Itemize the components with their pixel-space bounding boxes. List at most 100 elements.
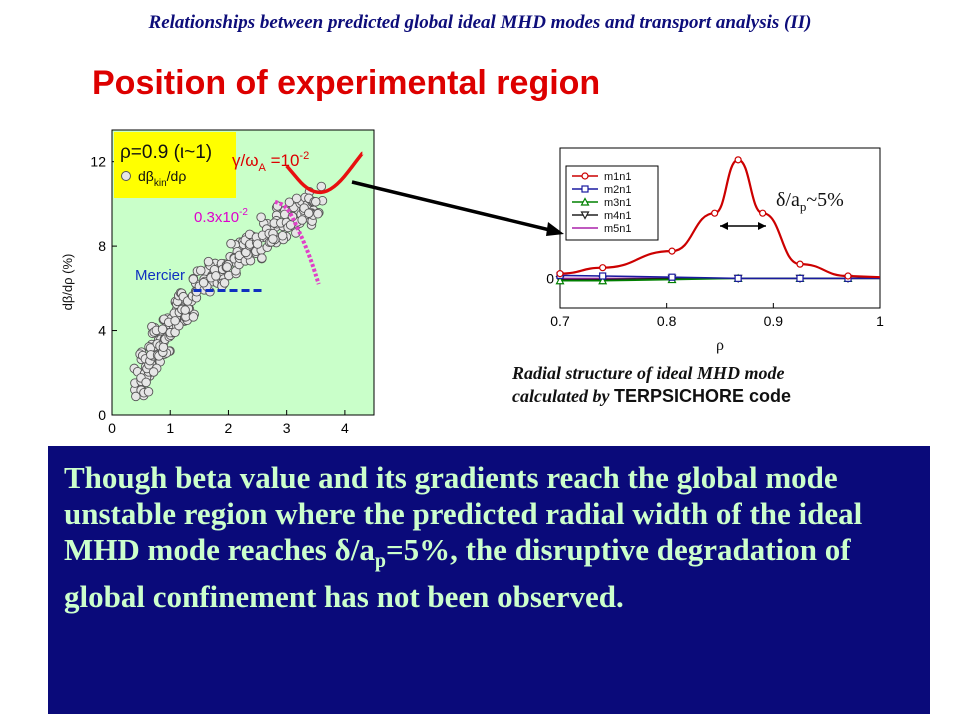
series-marker (734, 156, 742, 164)
legend-label-m4n1: m4n1 (604, 210, 632, 222)
right-x-tick-label: 1 (876, 313, 884, 329)
series-marker (668, 273, 676, 281)
scatter-point (170, 316, 180, 326)
right-chart-ticks: 0.7 0.8 0.9 1 0 (546, 270, 884, 329)
left-y-tick-label: 12 (90, 154, 106, 170)
caption-prefix: calculated by (512, 386, 614, 406)
scatter-point (158, 342, 169, 352)
scatter-point (252, 239, 263, 249)
scatter-point (211, 271, 221, 281)
scatter-point (222, 262, 232, 272)
scatter-point (285, 220, 296, 230)
right-x-tick-label: 0.8 (657, 313, 677, 329)
scatter-point (257, 253, 267, 263)
width-arrow-head-right (758, 222, 766, 230)
legend-marker (121, 171, 131, 181)
left-x-tick-label: 4 (341, 420, 349, 436)
left-y-tick-label: 4 (98, 323, 106, 339)
scatter-point (143, 386, 154, 397)
right-x-tick-label: 0.7 (550, 313, 570, 329)
connector-arrow-head (546, 222, 564, 236)
scatter-point (131, 391, 141, 402)
scatter-point (226, 238, 236, 249)
series-marker (555, 275, 565, 285)
scatter-point (219, 278, 230, 288)
legend-label-m3n1: m3n1 (604, 197, 632, 209)
scatter-point (284, 197, 295, 208)
scatter-point (196, 265, 206, 276)
left-x-tick-label: 0 (108, 420, 116, 436)
scatter-point (188, 312, 199, 322)
caption-line-1: Radial structure of ideal MHD mode (512, 363, 785, 383)
width-annotation: δ/ap~5% (776, 189, 844, 214)
scatter-point (297, 215, 307, 225)
scatter-point (180, 305, 190, 315)
series-marker (711, 209, 719, 217)
slide-header: Relationships between predicted global i… (148, 12, 812, 33)
scatter-point (141, 377, 151, 388)
series-line-m1n1 (559, 158, 881, 279)
left-y-tick-label: 0 (98, 407, 106, 423)
series-marker (599, 272, 607, 280)
right-y-tick-label: 0 (546, 270, 554, 286)
caption-code-name: TERPSICHORE code (613, 386, 792, 406)
series-marker (556, 270, 564, 278)
right-chart-series (555, 156, 881, 285)
left-x-tick-label: 3 (283, 420, 291, 436)
growth-rate-label: γ/ωA =10-2 (232, 150, 309, 174)
conclusion-box: Though beta value and its gradients reac… (48, 446, 930, 714)
left-chart-scatter-points (129, 181, 328, 402)
growth-rate-curve (285, 152, 364, 195)
scatter-point (277, 231, 288, 241)
scatter-point (198, 278, 209, 288)
scatter-point (203, 256, 214, 267)
right-x-axis-label: ρ (716, 337, 724, 354)
conclusion-text: Though beta value and its gradients reac… (64, 460, 863, 615)
scatter-point (313, 208, 323, 219)
width-arrow-head-left (720, 222, 728, 230)
series-marker (599, 264, 607, 272)
series-marker (581, 172, 589, 180)
series-marker (796, 260, 804, 268)
legend-series-label: dβkin/dρ (138, 168, 186, 189)
series-marker (668, 247, 676, 255)
series-marker (844, 272, 852, 280)
left-x-tick-label: 2 (225, 420, 233, 436)
left-legend-box (114, 132, 236, 198)
figure-caption: Radial structure of ideal MHD mode calcu… (512, 362, 791, 408)
left-y-tick-label: 8 (98, 238, 106, 254)
connector-arrow (351, 180, 559, 234)
scatter-point (256, 212, 266, 223)
pink-threshold-curve (274, 199, 321, 285)
series-marker (734, 274, 742, 282)
scatter-point (311, 197, 321, 207)
scatter-point (148, 367, 159, 377)
legend-label-m2n1: m2n1 (604, 184, 632, 196)
series-marker (581, 185, 589, 193)
series-marker (580, 211, 590, 220)
scatter-point (304, 208, 314, 218)
legend-rho-label: ρ=0.9 (ι~1) (120, 142, 212, 163)
scatter-point (316, 181, 327, 192)
legend-label-m1n1: m1n1 (604, 171, 632, 183)
series-marker (796, 274, 804, 282)
scatter-point (157, 324, 168, 335)
legend-label-m5n1: m5n1 (604, 223, 632, 235)
pink-curve-label: 0.3x10-2 (194, 207, 248, 226)
right-x-tick-label: 0.9 (764, 313, 784, 329)
left-x-tick-label: 1 (166, 420, 174, 436)
series-marker (598, 275, 608, 285)
series-marker (759, 209, 767, 217)
caption-line-2: calculated by TERPSICHORE code (512, 385, 791, 408)
scatter-point (188, 274, 199, 284)
slide-title: Position of experimental region (92, 64, 601, 102)
scatter-point (268, 234, 278, 244)
scatter-point (291, 193, 302, 204)
mercier-label: Mercier (135, 267, 185, 284)
left-y-axis-label: dβ/dρ (%) (60, 254, 75, 311)
